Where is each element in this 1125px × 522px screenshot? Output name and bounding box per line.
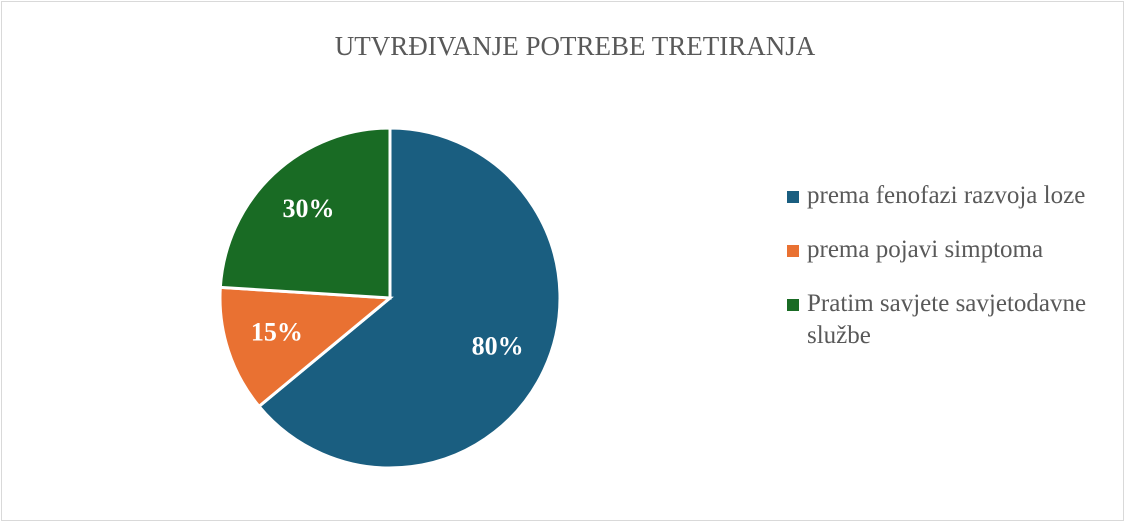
legend-item: prema pojavi simptoma (785, 234, 1115, 266)
data-label: 30% (283, 194, 335, 223)
legend-swatch (787, 245, 799, 257)
legend-swatch (787, 191, 799, 203)
legend-label: Pratim savjete savjetodavne službe (807, 290, 1087, 349)
legend-item: Pratim savjete savjetodavne službe (785, 288, 1115, 352)
chart-title: UTVRĐIVANJE POTREBE TRETIRANJA (335, 31, 816, 61)
legend-swatch (787, 299, 799, 311)
legend-label: prema fenofazi razvoja loze (807, 182, 1086, 209)
pie-slice (218, 126, 392, 300)
pie-slice (218, 285, 394, 409)
legend-label: prema pojavi simptoma (807, 236, 1044, 263)
data-label: 15% (251, 318, 303, 347)
pie-slice (256, 126, 562, 470)
data-label: 80% (472, 332, 524, 361)
legend-item: prema fenofazi razvoja loze (785, 180, 1115, 212)
legend: prema fenofazi razvoja loze prema pojavi … (785, 180, 1115, 374)
